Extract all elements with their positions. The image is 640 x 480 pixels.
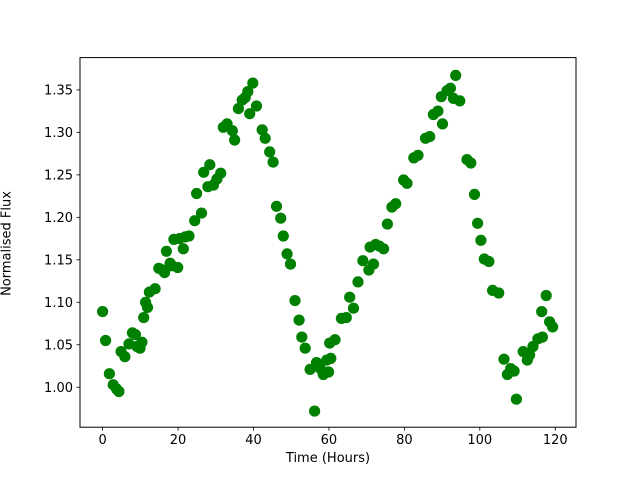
data-point bbox=[97, 306, 109, 318]
data-point bbox=[281, 248, 293, 260]
data-point bbox=[244, 108, 256, 120]
data-point bbox=[378, 243, 390, 255]
x-tick-label: 100 bbox=[467, 433, 492, 448]
data-point bbox=[401, 177, 413, 189]
data-point bbox=[475, 234, 487, 246]
data-point bbox=[289, 295, 301, 307]
data-point bbox=[136, 336, 148, 348]
data-point bbox=[424, 131, 436, 143]
data-point bbox=[267, 156, 279, 168]
data-point bbox=[270, 200, 283, 212]
data-point bbox=[138, 312, 150, 324]
data-point bbox=[468, 188, 481, 200]
data-point bbox=[347, 302, 360, 314]
data-point bbox=[119, 351, 131, 363]
y-tick-label: 1.05 bbox=[44, 338, 73, 353]
data-point bbox=[465, 157, 477, 169]
data-point bbox=[259, 132, 271, 144]
data-point bbox=[229, 134, 241, 146]
data-point bbox=[357, 255, 369, 267]
data-point bbox=[412, 149, 424, 161]
data-point bbox=[472, 217, 484, 229]
data-point bbox=[536, 306, 548, 318]
data-point bbox=[100, 334, 112, 347]
data-point bbox=[381, 218, 393, 230]
data-point bbox=[390, 198, 402, 210]
data-point bbox=[344, 291, 356, 303]
data-point bbox=[323, 366, 335, 378]
data-point bbox=[498, 353, 510, 365]
data-point bbox=[536, 331, 549, 343]
data-point bbox=[247, 77, 259, 89]
data-point bbox=[309, 405, 321, 417]
data-point bbox=[141, 301, 154, 313]
data-point bbox=[436, 118, 449, 130]
data-point bbox=[510, 393, 522, 405]
data-point bbox=[172, 261, 184, 274]
data-point bbox=[508, 365, 520, 377]
data-point bbox=[340, 312, 352, 324]
y-tick-label: 1.25 bbox=[44, 168, 73, 183]
data-point bbox=[329, 334, 341, 346]
data-point bbox=[275, 212, 287, 224]
data-point bbox=[352, 276, 364, 288]
data-point bbox=[177, 243, 189, 255]
x-tick-label: 80 bbox=[396, 433, 413, 448]
x-tick-label: 20 bbox=[170, 433, 187, 448]
data-point bbox=[149, 283, 161, 295]
data-point bbox=[103, 368, 115, 380]
axes-box bbox=[79, 57, 577, 428]
data-point bbox=[189, 215, 201, 227]
y-tick-label: 1.00 bbox=[44, 381, 73, 396]
data-point bbox=[250, 100, 263, 112]
data-point bbox=[198, 166, 210, 178]
data-point bbox=[547, 321, 559, 333]
y-tick-label: 1.10 bbox=[44, 296, 73, 311]
data-point bbox=[524, 349, 536, 361]
data-point bbox=[183, 230, 195, 242]
data-point bbox=[158, 267, 171, 279]
data-point bbox=[432, 105, 444, 117]
y-tick-label: 1.30 bbox=[44, 126, 73, 141]
data-point bbox=[242, 86, 254, 98]
data-point bbox=[450, 69, 462, 81]
data-point bbox=[367, 258, 380, 270]
data-point bbox=[540, 289, 552, 302]
x-tick-label: 60 bbox=[321, 433, 338, 448]
data-point bbox=[454, 95, 466, 107]
data-point bbox=[284, 258, 297, 270]
y-axis-label: Normalised Flux bbox=[0, 191, 15, 296]
data-point bbox=[195, 207, 208, 219]
x-axis-label: Time (Hours) bbox=[285, 451, 371, 466]
data-point bbox=[129, 329, 141, 341]
data-point bbox=[226, 125, 238, 137]
x-tick-label: 0 bbox=[98, 433, 106, 448]
x-tick-label: 120 bbox=[543, 433, 568, 448]
data-point bbox=[204, 159, 216, 171]
data-point bbox=[160, 245, 172, 257]
data-point bbox=[277, 230, 289, 242]
data-point bbox=[256, 124, 268, 136]
data-point bbox=[299, 342, 311, 354]
y-tick-label: 1.15 bbox=[44, 253, 73, 268]
data-point bbox=[296, 331, 308, 343]
data-point bbox=[483, 255, 495, 268]
data-point bbox=[325, 352, 337, 364]
data-point bbox=[232, 103, 244, 115]
data-point bbox=[191, 187, 203, 200]
data-point bbox=[444, 82, 456, 94]
data-point bbox=[493, 287, 505, 299]
data-point bbox=[293, 314, 305, 326]
data-point bbox=[215, 167, 227, 179]
data-point bbox=[113, 385, 125, 398]
y-tick-label: 1.35 bbox=[44, 83, 73, 98]
y-tick-label: 1.20 bbox=[44, 211, 73, 226]
x-tick-label: 40 bbox=[245, 433, 262, 448]
data-point bbox=[264, 146, 276, 158]
